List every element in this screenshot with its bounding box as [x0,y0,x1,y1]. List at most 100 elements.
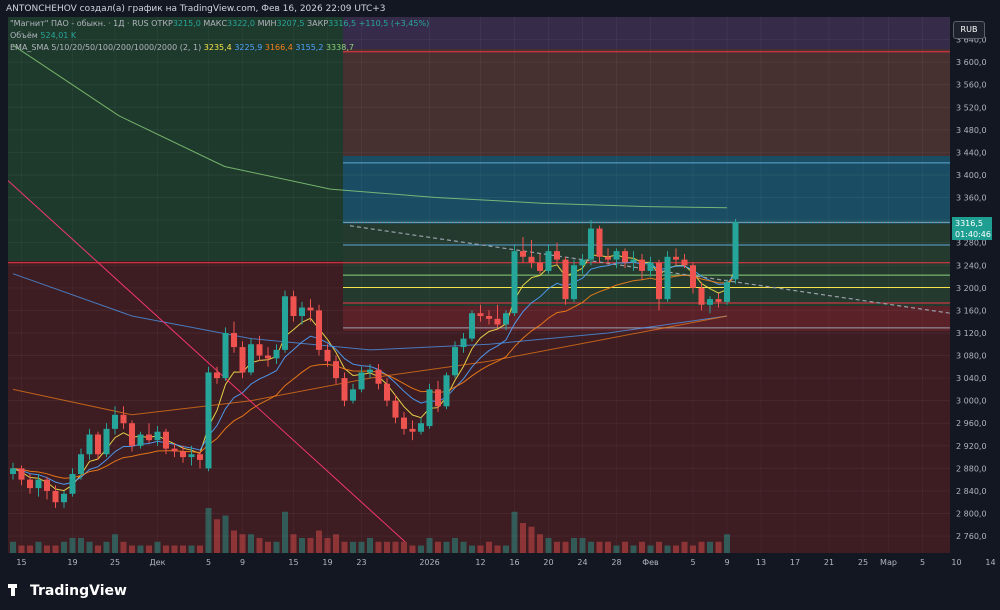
candle-body [605,256,611,260]
time-tick-label: 24 [577,558,587,567]
ema-label: EMA_SMA 5/10/20/50/100/200/1000/2000 (2,… [10,43,202,52]
volume-bar [605,541,611,553]
candle-body [656,262,662,300]
volume-bar [588,541,594,553]
sma-slow-line [12,315,728,416]
candle-body [307,307,314,311]
tradingview-logo[interactable]: TradingView [8,583,127,599]
volume-bar [112,534,118,553]
volume-bar [520,523,526,553]
candle-body [222,332,229,379]
volume-bar [256,538,263,553]
volume-bar [95,545,101,553]
candle-body [273,349,280,359]
volume-bar [681,541,688,553]
candle-body [562,259,569,300]
volume-bar [401,541,407,553]
volume-bar [622,541,628,553]
candle-body [248,344,254,373]
time-tick-label: Фев [642,558,659,567]
price-tick-label: 3 120,0 [956,329,987,338]
time-tick-label: 20 [543,558,553,567]
time-tick-label: 13 [756,558,766,567]
price-tick-label: 2 880,0 [956,464,987,473]
volume-bar [392,541,399,553]
volume-bar [528,526,535,553]
candle-body [324,349,331,362]
volume-bar [248,534,254,553]
close-label: ЗАКР [307,19,329,28]
current-price-label: 3316,5 01:40:46 [952,217,992,240]
candle-body [477,313,484,317]
volume-bar [120,541,127,553]
candle-body [707,299,713,305]
candle-body [554,251,560,260]
price-tick-label: 3 360,0 [956,194,987,203]
candle-body [630,259,637,263]
price-tick-label: 2 960,0 [956,419,987,428]
candle-body [494,318,501,325]
low-value: 3207,5 [276,19,305,28]
candle-body [528,256,535,263]
volume-label: Объём [10,31,38,40]
legend-volume-row[interactable]: Объём 524,01 K [10,30,429,42]
volume-bar [205,508,212,553]
candle-body [299,307,305,317]
change-value: +110,5 (+3,45%) [358,19,430,28]
zone-purple-top [343,17,950,49]
volume-bar [511,511,518,553]
ema-20-line [12,274,736,479]
candle-body [469,313,475,339]
candle-body [460,338,467,348]
price-tick-label: 3 280,0 [956,239,987,248]
volume-bar [299,538,305,553]
volume-bar [273,541,280,553]
volume-bar [103,541,110,553]
volume-bar [44,545,50,553]
candle-body [103,428,110,455]
sma-mid-line [12,273,728,351]
zone-green-fib-band [343,224,950,306]
price-axis[interactable]: 2 760,0 2 800,0 2 840,0 2 880,0 2 920,0 2 960… [950,0,1000,580]
candle-body [486,316,492,319]
volume-bar [341,541,348,553]
volume-value: 524,01 K [40,31,77,40]
time-axis[interactable]: 15 19 25 Дек 5 9 15 19 23 2026 12 16 20 24 28 Фев 5 9 13 17… [0,553,1000,575]
time-tick-label: 14 [985,558,995,567]
volume-bar [443,541,450,553]
time-tick-label: 5 [920,558,925,567]
volume-bar [197,545,203,553]
volume-bar [180,545,186,553]
volume-bar [639,541,645,553]
candle-body [52,490,59,503]
volume-bar [435,541,441,553]
close-value: 3316,5 [328,19,357,28]
candle-body [282,296,288,350]
volume-bar [137,545,144,553]
volume-bar [282,511,288,553]
candle-body [443,375,450,407]
legend-ema-row[interactable]: EMA_SMA 5/10/20/50/100/200/1000/2000 (2,… [10,42,429,54]
volume-bar [35,541,42,553]
volume-bar [647,545,654,553]
volume-bar [537,534,543,553]
candle-body [596,228,603,257]
time-tick-label: 15 [288,558,298,567]
sma-long-line [12,44,728,209]
candle-body [171,448,178,452]
time-tick-label: Мар [880,558,897,567]
volume-bar [469,545,475,553]
volume-bar [214,519,220,553]
legend-ohlc-row[interactable]: "Магнит" ПАО - обыкн. · 1Д · RUS ОТКР321… [10,18,429,30]
volume-bar [222,515,229,553]
currency-button[interactable]: RUB [953,21,985,39]
trend-line-down [7,180,406,543]
volume-bar [426,538,433,553]
volume-bar [554,541,560,553]
candle-body [188,454,195,458]
candle-body [146,434,152,441]
time-tick-label: 9 [724,558,729,567]
candle-body [265,355,271,359]
volume-bar [367,538,373,553]
